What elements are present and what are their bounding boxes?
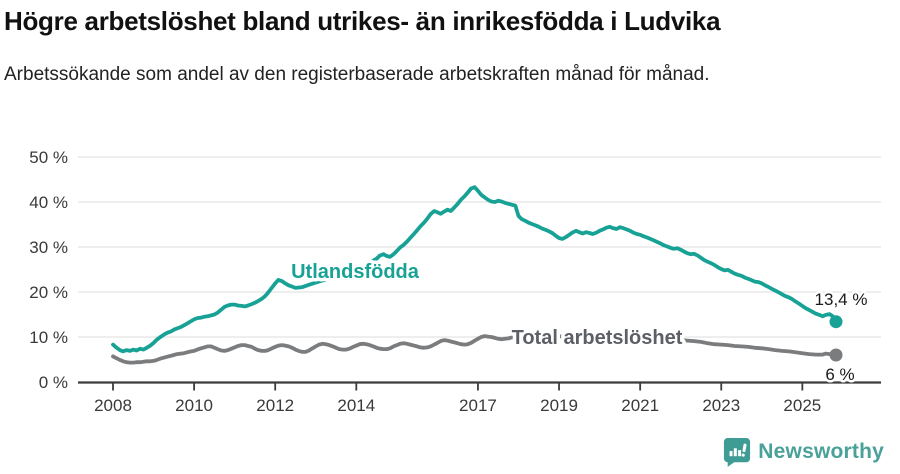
x-tick-label: 2019 [540,396,578,415]
x-tick-label: 2017 [459,396,497,415]
series-line-utlandsfodda [111,185,838,354]
gridlines-layer [78,156,881,338]
chart-title: Högre arbetslöshet bland utrikes- än inr… [4,6,721,36]
x-tick-label: 2025 [783,396,821,415]
x-tick-label: 2023 [702,396,740,415]
y-tick-label: 30 % [29,238,68,257]
y-tick-label: 10 % [29,328,68,347]
newsworthy-speech-bubble-bar-chart-icon [724,438,751,467]
x-tick-label: 2012 [256,396,294,415]
series-label-total-arbetsloshet: Total arbetslöshet [512,327,683,349]
series-end-dot [829,348,843,362]
newsworthy-wordmark: Newsworthy [758,440,884,463]
series-label-utlandsfodda: Utlandsfödda [291,261,420,283]
y-tick-label: 0 % [39,373,68,392]
y-tick-label: 40 % [29,193,68,212]
x-tick-label: 2021 [621,396,659,415]
end-value-label-utlandsfodda: 13,4 % [815,290,868,309]
x-tick-label: 2008 [94,396,132,415]
newsworthy-logo: Newsworthy [723,437,884,467]
end-value-label-total: 6 % [825,365,854,384]
chart-subtitle: Arbetssökande som andel av den registerb… [4,64,710,85]
y-tick-label: 50 % [29,148,68,167]
x-tick-label: 2014 [337,396,375,415]
series-end-dot [829,315,843,329]
series-line-total-arbetsloshet [111,332,838,365]
series-layer [111,185,843,365]
axis-layer: 0 % 10 % 20 % 30 % 40 % 50 % 2008 2010 2012 2014 2… [29,148,881,415]
y-tick-label: 20 % [29,283,68,302]
x-tick-label: 2010 [175,396,213,415]
